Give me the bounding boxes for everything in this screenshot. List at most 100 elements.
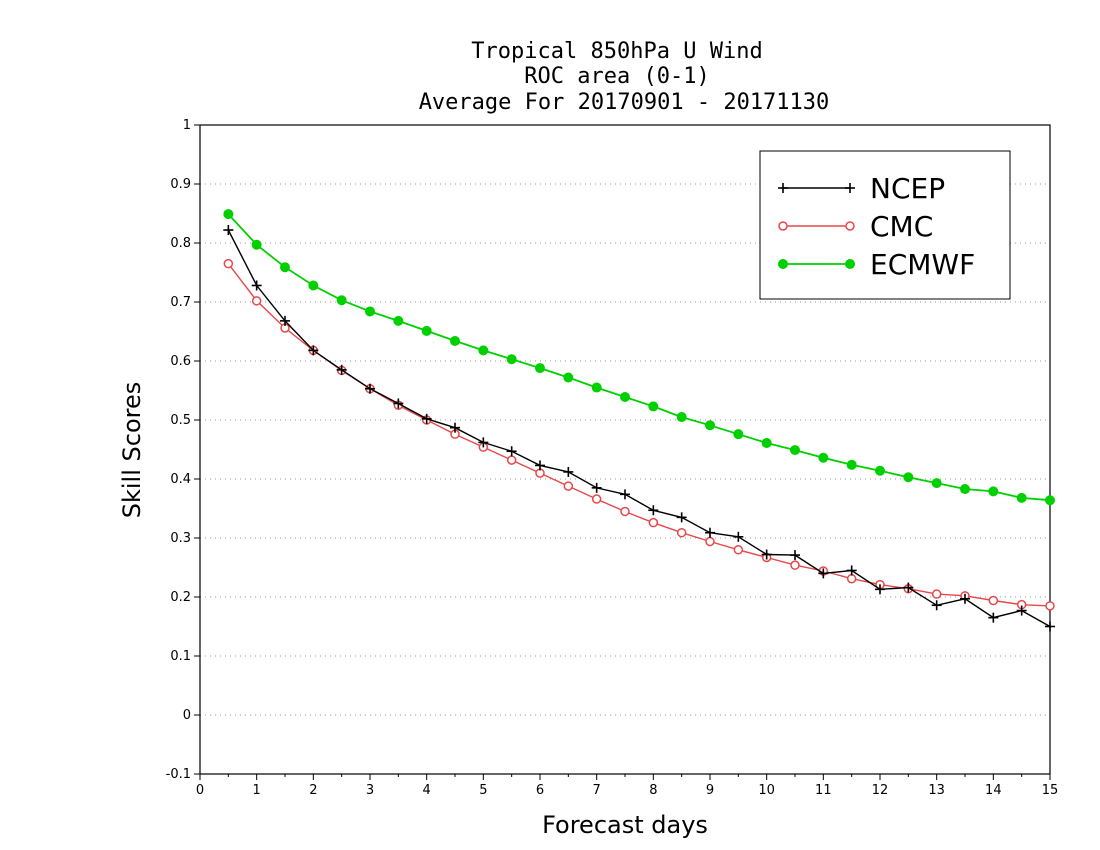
point-ecmwf bbox=[506, 354, 517, 365]
y-tick-label: 0.6 bbox=[170, 354, 191, 369]
point-cmc bbox=[620, 506, 630, 517]
point-ncep bbox=[620, 489, 630, 500]
point-ecmwf bbox=[620, 391, 630, 402]
point-cmc bbox=[563, 481, 574, 491]
point-ncep bbox=[1016, 605, 1027, 616]
x-tick-label: 9 bbox=[706, 783, 714, 798]
series-cmc bbox=[223, 258, 1055, 611]
plot-frame bbox=[199, 124, 1051, 775]
point-ecmwf bbox=[223, 209, 234, 220]
point-ncep bbox=[733, 531, 744, 542]
legend-label-ecmwf: ECMWF bbox=[870, 248, 975, 281]
legend-marker-left-ecmwf bbox=[778, 259, 788, 269]
legend-marker-left-cmc bbox=[778, 221, 788, 231]
y-tick-label: 0.8 bbox=[170, 236, 191, 251]
point-ncep bbox=[903, 582, 914, 593]
point-ncep bbox=[478, 437, 489, 448]
point-ecmwf bbox=[676, 412, 687, 423]
point-cmc bbox=[790, 560, 800, 570]
point-ecmwf bbox=[818, 452, 829, 463]
legend-item-ncep: NCEP bbox=[778, 172, 945, 205]
point-ecmwf bbox=[960, 484, 970, 495]
point-cmc bbox=[591, 494, 602, 504]
point-ncep bbox=[393, 398, 404, 409]
point-ecmwf bbox=[535, 363, 545, 374]
point-cmc bbox=[1045, 601, 1055, 611]
point-cmc bbox=[931, 589, 942, 599]
series-line-ncep bbox=[227, 229, 1051, 628]
legend-marker-right-cmc bbox=[845, 221, 855, 231]
point-cmc bbox=[251, 296, 262, 306]
y-tick-label: 0.2 bbox=[170, 590, 191, 605]
point-ncep bbox=[790, 550, 800, 561]
point-ecmwf bbox=[903, 472, 914, 483]
series-ncep bbox=[223, 225, 1055, 632]
x-tick-label: 1 bbox=[253, 783, 261, 798]
x-tick-label: 4 bbox=[423, 783, 431, 798]
point-ecmwf bbox=[761, 438, 772, 449]
point-ecmwf bbox=[790, 445, 800, 456]
point-ncep bbox=[421, 413, 432, 424]
x-axis-label: Forecast days bbox=[542, 811, 708, 839]
x-tick-label: 10 bbox=[758, 783, 775, 798]
point-ncep bbox=[648, 505, 659, 516]
series-layer bbox=[223, 209, 1055, 632]
x-tick-label: 11 bbox=[815, 783, 832, 798]
point-ncep bbox=[875, 584, 885, 595]
point-ecmwf bbox=[733, 429, 744, 440]
legend: NCEP CMC ECMWF bbox=[759, 150, 1011, 300]
point-ecmwf bbox=[1016, 492, 1027, 503]
point-ecmwf bbox=[365, 306, 375, 317]
y-axis-ticks: -0.1 0 0.1 0.2 0.3 0.4 0.5 0.6 0.7 0.8 0.9 1 bbox=[166, 118, 200, 782]
x-tick-label: 5 bbox=[479, 783, 487, 798]
point-ecmwf bbox=[450, 335, 460, 346]
point-cmc bbox=[846, 573, 857, 584]
point-ncep bbox=[705, 527, 715, 538]
chart-title-line-2: ROC area (0-1) bbox=[524, 64, 709, 89]
x-tick-label: 14 bbox=[985, 783, 1002, 798]
y-tick-label: 0.5 bbox=[170, 413, 191, 428]
series-line-cmc bbox=[227, 263, 1051, 607]
legend-marker-right-ncep bbox=[845, 183, 855, 193]
y-tick-label: 0 bbox=[183, 708, 191, 723]
point-ncep bbox=[280, 315, 290, 326]
x-tick-label: 12 bbox=[872, 783, 889, 798]
point-ncep bbox=[960, 593, 970, 604]
point-ncep bbox=[535, 460, 545, 471]
point-ecmwf bbox=[280, 262, 290, 273]
point-ncep bbox=[223, 225, 234, 236]
x-tick-label: 2 bbox=[309, 783, 317, 798]
point-ncep bbox=[818, 568, 829, 579]
point-cmc bbox=[988, 595, 999, 606]
point-ncep bbox=[988, 612, 999, 623]
point-ecmwf bbox=[988, 486, 999, 497]
chart-title-line-1: Tropical 850hPa U Wind bbox=[471, 39, 762, 64]
chart-title-line-3: Average For 20170901 - 20171130 bbox=[419, 90, 830, 115]
legend-label-cmc: CMC bbox=[870, 210, 933, 243]
point-cmc bbox=[705, 536, 715, 547]
legend-item-ecmwf: ECMWF bbox=[778, 248, 975, 281]
point-ncep bbox=[251, 280, 262, 291]
point-ncep bbox=[1045, 621, 1055, 632]
y-tick-label: 0.4 bbox=[170, 472, 191, 487]
point-ecmwf bbox=[308, 280, 319, 291]
point-cmc bbox=[506, 455, 517, 465]
point-ncep bbox=[336, 364, 347, 375]
point-ecmwf bbox=[591, 382, 602, 393]
point-ecmwf bbox=[705, 420, 715, 431]
y-tick-label: 0.9 bbox=[170, 177, 191, 192]
x-tick-label: 13 bbox=[928, 783, 945, 798]
point-ecmwf bbox=[336, 295, 347, 306]
point-ecmwf bbox=[648, 401, 659, 412]
point-ncep bbox=[308, 345, 319, 356]
point-ecmwf bbox=[421, 325, 432, 336]
legend-marker-right-ecmwf bbox=[845, 259, 855, 269]
point-ecmwf bbox=[846, 459, 857, 470]
gridlines bbox=[200, 183, 1050, 716]
x-axis-ticks: 0 1 2 3 4 5 6 7 8 9 10 11 12 13 14 15 bbox=[196, 774, 1058, 798]
series-ecmwf bbox=[223, 209, 1055, 506]
y-tick-label: 0.1 bbox=[170, 649, 191, 664]
point-ncep bbox=[591, 482, 602, 493]
point-ncep bbox=[846, 565, 857, 576]
